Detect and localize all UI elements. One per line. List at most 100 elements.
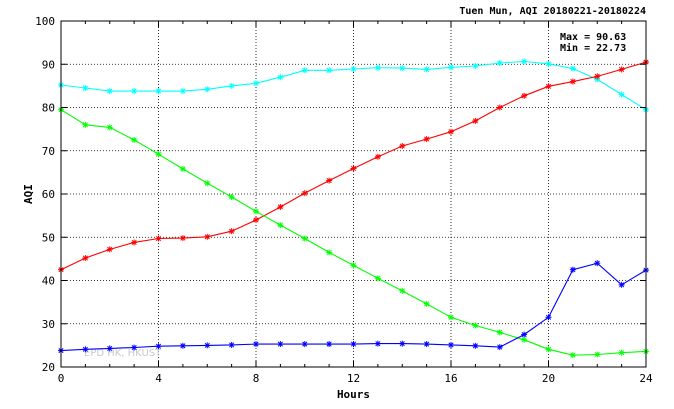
data-point [155,235,162,242]
data-point [277,203,284,210]
data-point [301,190,308,197]
data-point [545,60,552,67]
data-point [594,260,601,267]
data-point [131,239,138,246]
x-tick-label: 0 [58,372,65,385]
data-point [106,345,113,352]
data-point [569,352,576,359]
data-point [399,340,406,347]
data-point [326,249,333,256]
data-point [155,151,162,158]
data-point [350,66,357,73]
data-point [301,341,308,348]
data-point [496,329,503,336]
y-tick-label: 20 [42,361,55,374]
data-point [423,66,430,73]
data-point [179,342,186,349]
data-point [399,287,406,294]
data-point [350,165,357,172]
x-tick-label: 8 [253,372,260,385]
data-point [179,88,186,95]
data-point [277,222,284,229]
data-point [423,300,430,307]
data-point [448,314,454,321]
data-point [618,349,625,356]
x-tick-label: 4 [155,372,162,385]
data-point [228,228,235,235]
grid-lines [61,21,646,367]
data-point [277,341,284,348]
data-point [521,58,528,65]
data-point [131,136,138,143]
data-point [106,88,113,95]
y-tick-label: 70 [42,145,55,158]
data-point [496,104,503,111]
data-point [155,88,162,95]
axis-ticks: 0 4 8 12 16 20 24 20 30 40 50 60 70 80 90 100 [35,15,653,385]
data-point [472,117,479,124]
data-point [545,83,552,90]
data-point [374,64,381,71]
data-point [253,216,259,223]
data-point [106,124,113,131]
data-point [448,64,454,71]
data-point [569,78,576,85]
data-point [618,91,625,98]
data-point [472,342,479,349]
data-point [496,59,503,66]
data-point [82,121,89,128]
data-point [496,344,503,351]
data-point [569,266,576,273]
data-point [374,340,381,347]
data-point [569,65,576,72]
data-point [399,65,406,72]
data-point [521,336,528,343]
chart-title: Tuen Mun, AQI 20180221-20180224 [459,6,646,17]
data-point [350,341,357,348]
data-point [448,341,454,348]
data-point [131,344,138,351]
data-point [326,177,333,184]
data-point [253,80,259,87]
data-point [594,351,601,358]
data-point [228,194,235,201]
x-axis-title: Hours [337,388,370,401]
data-point [179,165,186,172]
data-point [179,235,186,242]
data-point [228,82,235,89]
data-point [82,85,89,92]
y-tick-label: 40 [42,275,55,288]
y-axis-title: AQI [22,184,35,204]
y-tick-label: 50 [42,231,55,244]
y-tick-label: 30 [42,318,55,331]
data-point [350,262,357,269]
data-point [253,341,259,348]
x-tick-label: 12 [347,372,360,385]
data-point [131,88,138,95]
data-point [521,331,528,338]
data-point [374,153,381,160]
data-point [204,86,211,93]
y-tick-label: 60 [42,188,55,201]
max-label: Max = 90.63 [560,32,626,43]
series-group [58,58,649,359]
data-point [521,92,528,99]
x-tick-label: 20 [542,372,555,385]
data-point [423,341,430,348]
data-point [545,314,552,321]
y-tick-label: 100 [35,15,55,28]
x-tick-label: 24 [639,372,653,385]
x-tick-label: 16 [444,372,457,385]
data-point [301,67,308,74]
data-point [155,343,162,350]
data-point [277,74,284,81]
data-point [545,346,552,353]
data-point [253,208,259,215]
data-point [594,73,601,80]
data-point [472,62,479,69]
data-point [106,246,113,253]
data-point [204,342,211,349]
y-tick-label: 80 [42,102,55,115]
watermark: EPD HK, HKUST [84,348,162,359]
